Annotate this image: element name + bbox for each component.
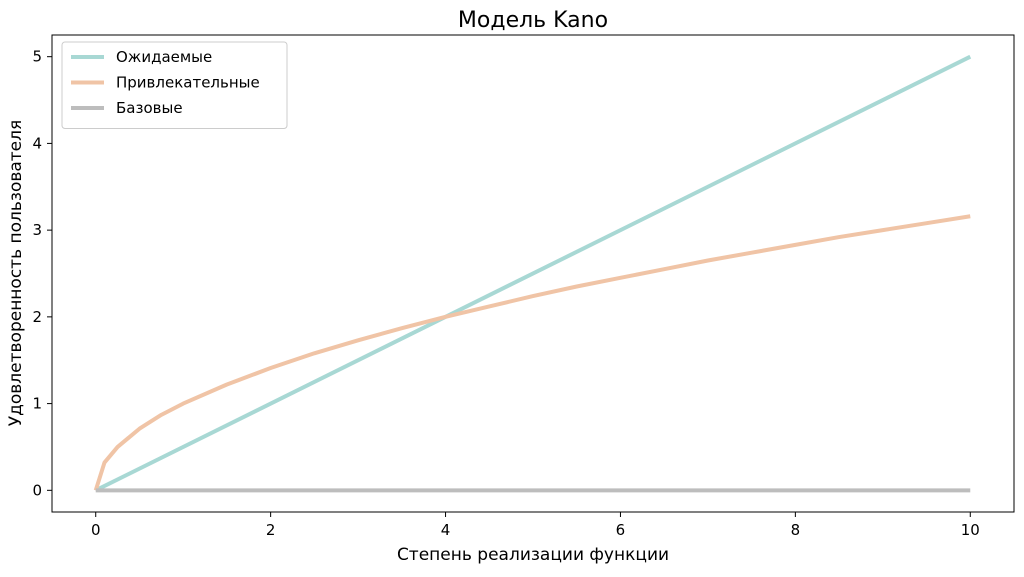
x-axis-label: Степень реализации функции [397,545,669,565]
y-axis-ticks: 0 1 2 3 4 5 [32,48,52,499]
x-axis-ticks: 0 2 4 6 8 10 [91,512,980,539]
legend-box [61,41,288,129]
y-tick-label-2: 2 [32,308,42,326]
chart-title: Модель Kano [458,8,608,33]
y-tick-label-5: 5 [32,48,42,66]
x-tick-label-4: 8 [791,521,801,539]
y-tick-label-3: 3 [32,221,42,239]
series-line-1 [93,214,971,491]
x-tick-label-0: 0 [91,521,101,539]
x-tick-label-5: 10 [961,521,980,539]
legend: Ожидаемые Привлекательные Базовые [61,41,288,129]
x-tick-label-1: 2 [266,521,276,539]
y-tick-label-4: 4 [32,134,42,152]
x-tick-label-2: 4 [441,521,451,539]
x-tick-label-3: 6 [616,521,626,539]
y-axis-label: Удовлетворенность пользователя [6,120,26,426]
plot-frame [51,34,1015,513]
y-tick-label-1: 1 [32,395,42,413]
plot-lines [93,54,972,493]
legend-label-0: Ожидаемые [116,48,212,66]
y-tick-label-0: 0 [32,481,42,499]
legend-label-2: Базовые [116,99,183,117]
series-line-0 [94,54,972,493]
legend-label-1: Привлекательные [116,74,260,92]
